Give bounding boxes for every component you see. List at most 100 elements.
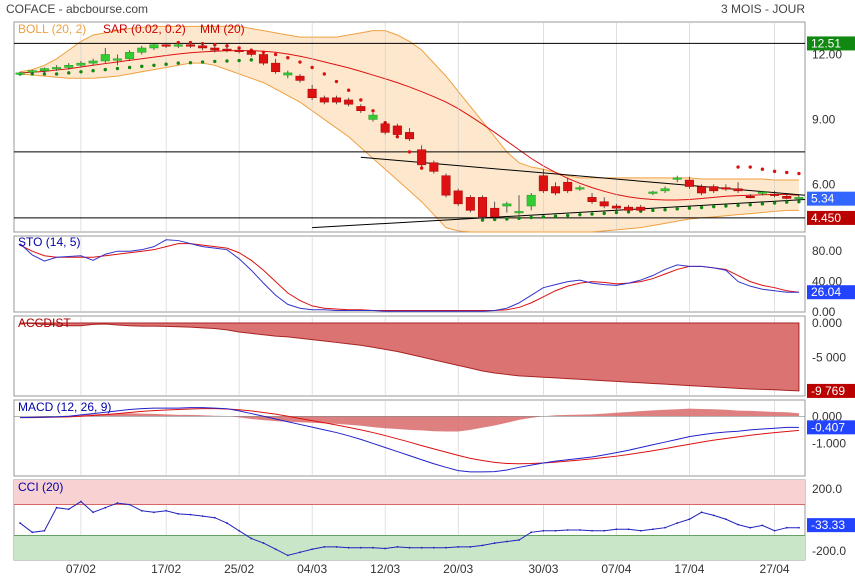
candle-body (453, 190, 463, 205)
candle-body (745, 196, 755, 199)
cci-point (627, 528, 630, 531)
candle-body (283, 72, 293, 76)
candle-body (173, 44, 183, 47)
panel-frame-sto (13, 235, 806, 313)
cci-point (347, 546, 350, 549)
sar-dot (91, 69, 95, 73)
candle-body (380, 123, 390, 133)
candle-body (624, 206, 634, 211)
sar-dot (42, 72, 47, 76)
cci-point (530, 531, 533, 534)
candle-body (125, 52, 135, 60)
sar-dot (736, 165, 740, 169)
sar-dot (760, 167, 765, 171)
cci-point (189, 513, 192, 516)
x-tick-label: 12/03 (370, 562, 400, 576)
cci-point (104, 506, 107, 509)
y-tick-label: 0.000 (812, 316, 842, 330)
sar-dot (200, 60, 205, 64)
sar-dot (419, 166, 424, 170)
candle-body (39, 68, 49, 71)
cci-point (542, 529, 545, 532)
candle-body (563, 181, 573, 192)
legend-mm: MM (20) (200, 22, 245, 36)
y-tick-label: 12.00 (812, 47, 842, 61)
candle-body (757, 191, 767, 194)
candle-body (709, 186, 719, 192)
accdist-value-label: -9 769 (811, 384, 845, 398)
cci-point (566, 529, 569, 531)
sar-dot (249, 58, 253, 62)
sar-dot (176, 40, 180, 45)
sar-dot (797, 199, 801, 204)
candle-body (137, 47, 147, 53)
candle-body (404, 132, 415, 140)
candle-body (684, 179, 694, 187)
x-tick-label: 04/03 (297, 562, 327, 576)
period-label: 3 MOIS - JOUR (720, 2, 805, 16)
cci-point (457, 546, 460, 548)
cci-point (798, 526, 800, 529)
sar-dot (152, 63, 156, 67)
cci-point (250, 537, 253, 540)
sar-dot (188, 40, 193, 45)
sar-dot (176, 61, 180, 65)
cci-point (19, 522, 21, 524)
sar-dot (407, 150, 412, 154)
sar-dot (785, 170, 789, 175)
candle-body (551, 186, 561, 194)
accdist-value-tag (807, 383, 855, 398)
sar-dot (736, 203, 740, 208)
cci-point (335, 546, 338, 548)
x-tick-label: 30/03 (528, 562, 558, 576)
moving-average-line (20, 50, 799, 201)
cci-point (165, 509, 168, 512)
candle-body (356, 106, 366, 112)
sar-dot (505, 217, 509, 221)
sto-main-line (19, 239, 799, 312)
cci-value-tag (807, 518, 855, 533)
sar-dot (578, 212, 582, 217)
sto-value-tag (807, 285, 855, 300)
sar-dot (772, 169, 777, 174)
candle-body (794, 197, 804, 200)
cci-point (128, 503, 131, 506)
cci-point (603, 529, 606, 532)
cci-point (67, 508, 70, 511)
sar-dot (164, 62, 168, 66)
candle-body (417, 149, 427, 166)
cci-point (238, 529, 241, 532)
candle-body (502, 203, 512, 207)
sar-dot (213, 43, 217, 47)
x-tick-label: 25/02 (224, 562, 254, 576)
cci-point (469, 546, 472, 548)
x-tick-label: 17/02 (151, 562, 181, 576)
cci-point (700, 511, 703, 514)
sar-dot (699, 205, 704, 210)
cci-point (80, 500, 82, 503)
candle-body (587, 197, 597, 202)
sar-dot (663, 208, 667, 212)
bollinger-upper-line (19, 25, 799, 181)
sar-dot (225, 59, 229, 63)
sar-dot (553, 214, 558, 218)
y-tick-label: 6.00 (812, 177, 836, 191)
sar-dot (334, 79, 339, 84)
candle-body (198, 45, 208, 49)
sar-dot (687, 206, 692, 210)
sar-dot (529, 215, 533, 220)
candle-body (599, 201, 609, 207)
candle-body (733, 188, 743, 192)
cci-point (262, 542, 265, 544)
sar-dot (602, 211, 606, 216)
candle-body (222, 48, 232, 51)
y-tick-label: 0.000 (812, 409, 842, 423)
cci-point (31, 531, 34, 534)
candle-body (538, 175, 548, 192)
candle-body (185, 44, 195, 47)
cci-point (761, 524, 764, 527)
candle-body (27, 70, 37, 73)
cci-point (785, 526, 788, 529)
cci-point (481, 544, 484, 547)
